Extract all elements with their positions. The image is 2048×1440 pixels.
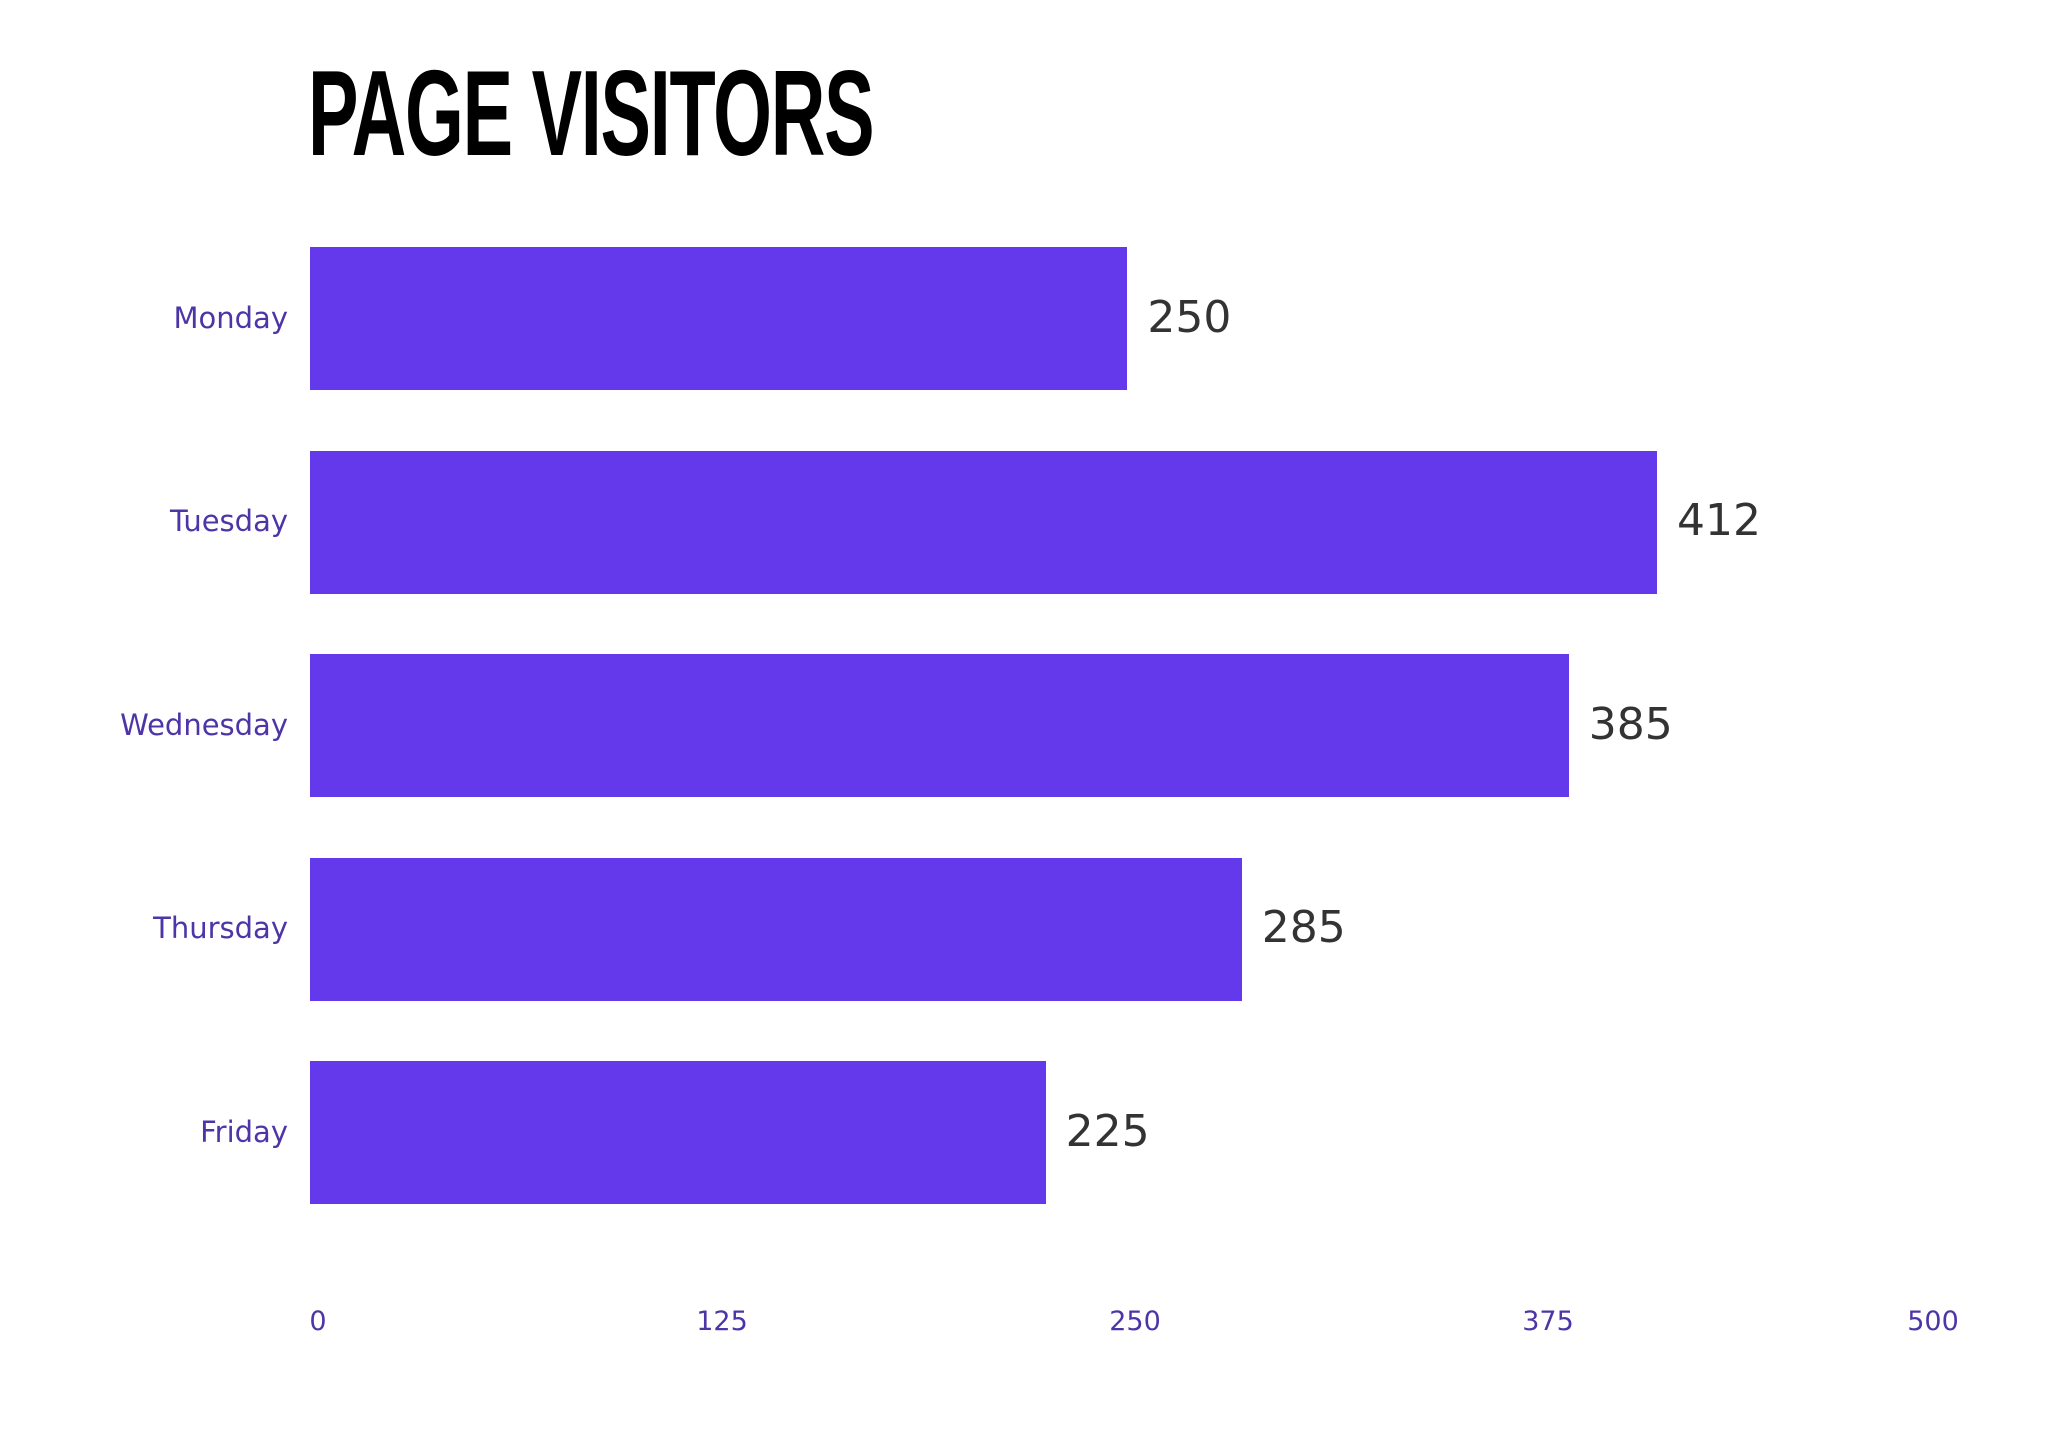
x-tick: 500 xyxy=(1907,1306,1959,1337)
value-label: 385 xyxy=(1588,698,1673,750)
category-label: Tuesday xyxy=(170,504,288,538)
x-tick: 250 xyxy=(1109,1306,1161,1337)
category-label: Wednesday xyxy=(120,707,288,742)
bar xyxy=(310,857,1242,1001)
bar xyxy=(310,247,1128,390)
category-label: Friday xyxy=(200,1114,288,1149)
x-tick: 0 xyxy=(309,1306,327,1337)
category-label: Thursday xyxy=(153,911,288,945)
x-tick: 125 xyxy=(696,1306,748,1337)
value-label: 412 xyxy=(1677,495,1761,546)
value-label: 225 xyxy=(1065,1105,1150,1157)
chart-title: PAGE VISITORS xyxy=(308,45,875,181)
bar xyxy=(310,654,1569,797)
bar xyxy=(310,1061,1046,1204)
value-label: 285 xyxy=(1261,902,1346,953)
category-label: Monday xyxy=(173,300,289,335)
x-tick: 375 xyxy=(1522,1306,1574,1337)
value-label: 250 xyxy=(1147,291,1232,343)
bar xyxy=(310,450,1657,594)
